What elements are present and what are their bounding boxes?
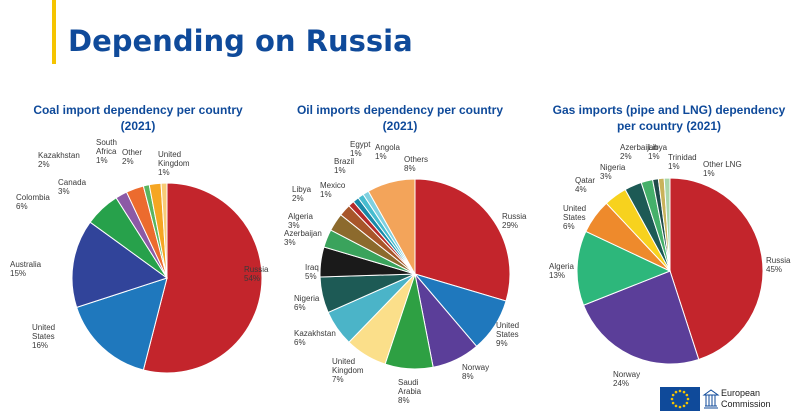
oil-label-libya: Libya 2% xyxy=(292,185,312,203)
oil-title-line-1: Oil imports dependency per country xyxy=(296,103,504,117)
gas-slice-algeria xyxy=(576,230,672,306)
coal-slice-united-states xyxy=(76,277,168,371)
oil-label-kazakhstan: Kazakhstan 6% xyxy=(294,329,336,347)
gas-label-norway: Norway 24% xyxy=(613,370,640,388)
gas-label-qatar: Qatar 4% xyxy=(575,176,595,194)
coal-label-united-kingdom: United Kingdom 1% xyxy=(158,150,190,177)
oil-label-mexico: Mexico 1% xyxy=(320,181,346,199)
gas-title-line-1: Gas imports (pipe and LNG) dependency xyxy=(552,103,786,117)
oil-label-algeria: Algeria 3% xyxy=(288,212,313,230)
gas-slice-other-lng xyxy=(663,177,671,272)
gas-label-united-states: United States 6% xyxy=(563,204,586,231)
gas-title-line-2: per country (2021) xyxy=(616,119,722,133)
gas-label-russia: Russia 45% xyxy=(766,256,791,274)
gas-label-nigeria: Nigeria 3% xyxy=(600,163,626,181)
oil-slice-others xyxy=(367,178,416,276)
oil-label-iraq: Iraq 5% xyxy=(305,263,319,281)
coal-label-kazakhstan: Kazakhstan 2% xyxy=(38,151,80,169)
gas-pie xyxy=(576,177,764,365)
gas-label-azerbaijan: Azerbaijan 2% xyxy=(620,143,658,161)
oil-label-united-kingdom: United Kingdom 7% xyxy=(332,357,364,384)
ec-wordmark-line-2: Commission xyxy=(721,399,771,409)
coal-title-line-2: (2021) xyxy=(120,119,156,133)
gas-slice-russia xyxy=(669,177,764,361)
coal-slice-australia xyxy=(71,221,169,308)
ec-building-icon xyxy=(702,389,720,409)
coal-slice-united-kingdom xyxy=(160,182,168,279)
ec-wordmark: European Commission xyxy=(721,388,771,410)
oil-label-nigeria: Nigeria 6% xyxy=(294,294,320,312)
coal-title-line-1: Coal import dependency per country xyxy=(33,103,243,117)
oil-label-angola: Angola 1% xyxy=(375,143,400,161)
oil-label-others: Others 8% xyxy=(404,155,428,173)
coal-chart-title: Coal import dependency per country (2021… xyxy=(18,102,258,134)
eu-stars-icon xyxy=(670,389,690,409)
oil-label-saudi-arabia: Saudi Arabia 8% xyxy=(398,378,422,405)
gas-label-libya: Libya 1% xyxy=(648,143,668,161)
oil-chart-title: Oil imports dependency per country (2021… xyxy=(282,102,518,134)
coal-label-russia: Russia 54% xyxy=(244,265,269,283)
oil-label-egypt: Egypt 1% xyxy=(350,140,371,158)
oil-label-united-states: United States 9% xyxy=(496,321,519,348)
coal-label-colombia: Colombia 6% xyxy=(16,193,50,211)
oil-label-norway: Norway 8% xyxy=(462,363,489,381)
coal-label-canada: Canada 3% xyxy=(58,178,87,196)
gas-chart-title: Gas imports (pipe and LNG) dependency pe… xyxy=(548,102,790,134)
ec-logo xyxy=(660,387,720,411)
accent-bar xyxy=(52,0,56,64)
coal-label-australia: Australia 15% xyxy=(10,260,42,278)
coal-pie xyxy=(71,182,263,374)
gas-label-trinidad: Trinidad 1% xyxy=(668,153,697,171)
oil-label-russia: Russia 29% xyxy=(502,212,527,230)
oil-pie xyxy=(319,178,511,370)
page-title: Depending on Russia xyxy=(68,24,413,58)
oil-slice-russia xyxy=(414,178,511,302)
ec-wordmark-line-1: European xyxy=(721,388,761,398)
oil-label-azerbaijan: Azerbaijan 3% xyxy=(284,229,322,247)
coal-label-south-africa: South Africa 1% xyxy=(96,138,117,165)
oil-label-brazil: Brazil 1% xyxy=(334,157,354,175)
gas-label-other-lng: Other LNG 1% xyxy=(703,160,742,178)
coal-slice-russia xyxy=(142,182,263,374)
gas-label-algeria: Algeria 13% xyxy=(549,262,574,280)
coal-label-other: Other 2% xyxy=(122,148,142,166)
oil-title-line-2: (2021) xyxy=(382,119,418,133)
coal-label-united-states: United States 16% xyxy=(32,323,55,350)
